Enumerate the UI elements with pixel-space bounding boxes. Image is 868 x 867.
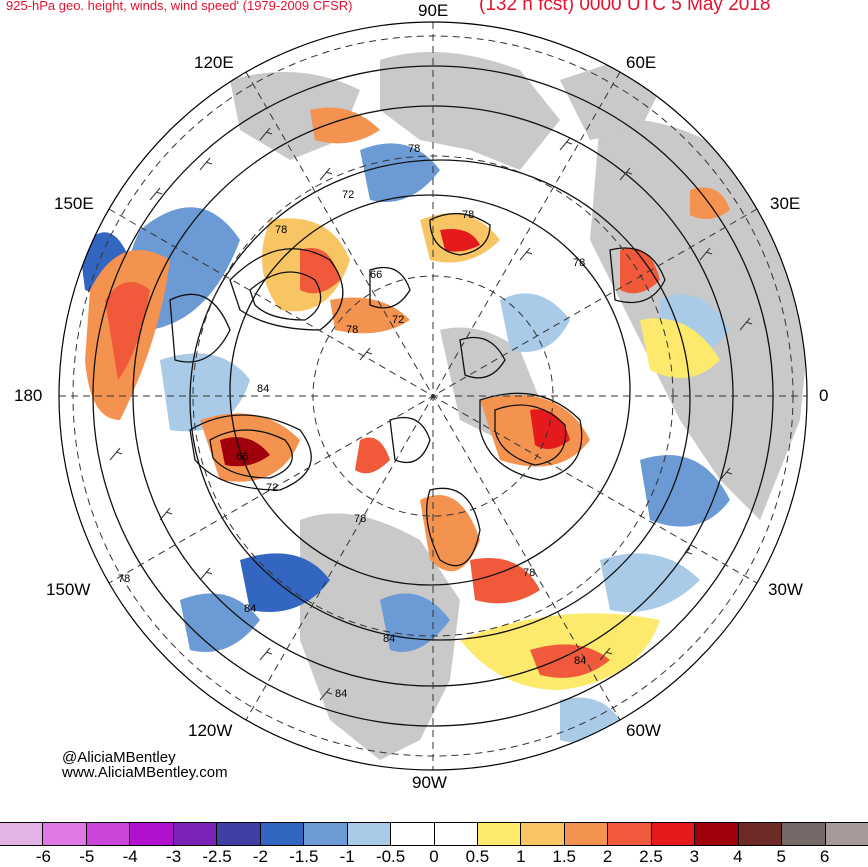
contour-label: 84 bbox=[257, 383, 269, 395]
colorbar-tick-label: -2 bbox=[252, 847, 268, 866]
colorbar-segment bbox=[477, 822, 522, 846]
colorbar-segment bbox=[130, 822, 174, 846]
colorbar-segment bbox=[825, 822, 868, 846]
lon-label-30w: 30W bbox=[768, 580, 803, 599]
colorbar-segment bbox=[217, 822, 261, 846]
colorbar-tick-label: 4 bbox=[733, 847, 743, 866]
colorbar-tick-label: 1.5 bbox=[552, 847, 577, 866]
colorbar-tick-label: 6 bbox=[819, 847, 830, 866]
colorbar-tick-label: -4 bbox=[122, 847, 138, 866]
colorbar-segment bbox=[434, 822, 478, 846]
colorbar-segment bbox=[86, 822, 131, 846]
colorbar-segment bbox=[347, 822, 392, 846]
credit-handle: @AliciaMBentley bbox=[62, 749, 176, 766]
contour-label: 66 bbox=[236, 451, 248, 463]
lon-label-150w: 150W bbox=[46, 580, 91, 599]
lon-label-60w: 60W bbox=[626, 721, 661, 740]
colorbar-tick-label: -6 bbox=[35, 847, 51, 866]
lon-label-180: 180 bbox=[14, 386, 43, 405]
polar-map: 78 72 78 78 66 72 78 78 84 66 72 78 78 8… bbox=[58, 21, 808, 771]
lon-label-60e: 60E bbox=[626, 53, 657, 72]
contour-label: 84 bbox=[244, 603, 256, 615]
forecast-time: (132 h fcst) 0000 UTC 5 May 2018 bbox=[479, 0, 771, 15]
colorbar-segment bbox=[564, 822, 609, 846]
contour-label: 84 bbox=[335, 688, 347, 700]
contour-label: 84 bbox=[383, 633, 395, 645]
lon-label-90w: 90W bbox=[412, 773, 447, 792]
lon-label-0: 0 bbox=[819, 386, 829, 405]
colorbar-segment bbox=[782, 822, 826, 846]
colorbar bbox=[0, 822, 868, 846]
colorbar-segment bbox=[260, 822, 305, 846]
contour-label: 78 bbox=[346, 324, 358, 336]
contour-label: 78 bbox=[118, 573, 130, 585]
lon-label-120e: 120E bbox=[194, 53, 234, 72]
contour-label: 78 bbox=[408, 143, 420, 155]
colorbar-tick-label: 2.5 bbox=[639, 847, 663, 866]
map-title: 925-hPa geo. height, winds, wind speed' … bbox=[6, 0, 353, 13]
contour-label: 72 bbox=[342, 189, 354, 201]
colorbar-segment bbox=[695, 822, 739, 846]
contour-label: 78 bbox=[523, 567, 535, 579]
contour-label: 78 bbox=[354, 513, 366, 525]
contour-labels: 78 72 78 78 66 72 78 78 84 66 72 78 78 8… bbox=[118, 143, 586, 700]
contour-label: 78 bbox=[275, 224, 287, 236]
colorbar-segment bbox=[0, 822, 44, 846]
colorbar-segment bbox=[43, 822, 87, 846]
colorbar-tick-label: -0.5 bbox=[375, 847, 406, 866]
colorbar-tick-label: 1 bbox=[516, 847, 526, 866]
credit-website: www.AliciaMBentley.com bbox=[62, 764, 228, 781]
contour-label: 72 bbox=[266, 482, 278, 494]
colorbar-tick-label: -2.5 bbox=[202, 847, 232, 866]
colorbar-segment bbox=[651, 822, 696, 846]
colorbar-segment bbox=[738, 822, 783, 846]
colorbar-segment bbox=[391, 822, 435, 846]
lon-label-90e: 90E bbox=[418, 1, 449, 20]
colorbar-tick-label: -1.5 bbox=[289, 847, 319, 866]
colorbar-tick-label: 0 bbox=[429, 847, 439, 866]
contour-label: 84 bbox=[574, 655, 586, 667]
colorbar-tick-label: 3 bbox=[689, 847, 700, 866]
contour-label: 78 bbox=[462, 209, 474, 221]
contour-label: 66 bbox=[370, 269, 382, 281]
map-border bbox=[58, 21, 808, 771]
lon-label-120w: 120W bbox=[188, 721, 233, 740]
lon-label-30e: 30E bbox=[770, 194, 801, 213]
graticule bbox=[59, 22, 807, 770]
lon-label-150e: 150E bbox=[54, 194, 94, 213]
colorbar-segment bbox=[304, 822, 348, 846]
colorbar-tick-label: -1 bbox=[339, 847, 355, 866]
colorbar-tick-label: 0.5 bbox=[465, 847, 490, 866]
colorbar-tick-label: 5 bbox=[776, 847, 786, 866]
colorbar-segment bbox=[173, 822, 218, 846]
colorbar-tick-label: -5 bbox=[79, 847, 95, 866]
colorbar-segment bbox=[608, 822, 652, 846]
map-field bbox=[59, 22, 807, 770]
colorbar-segment bbox=[521, 822, 565, 846]
contour-label: 78 bbox=[573, 257, 585, 269]
colorbar-tick-label: -3 bbox=[166, 847, 182, 866]
contour-label: 72 bbox=[392, 314, 404, 326]
colorbar-tick-label: 2 bbox=[602, 847, 613, 866]
wind-barbs bbox=[109, 127, 753, 701]
